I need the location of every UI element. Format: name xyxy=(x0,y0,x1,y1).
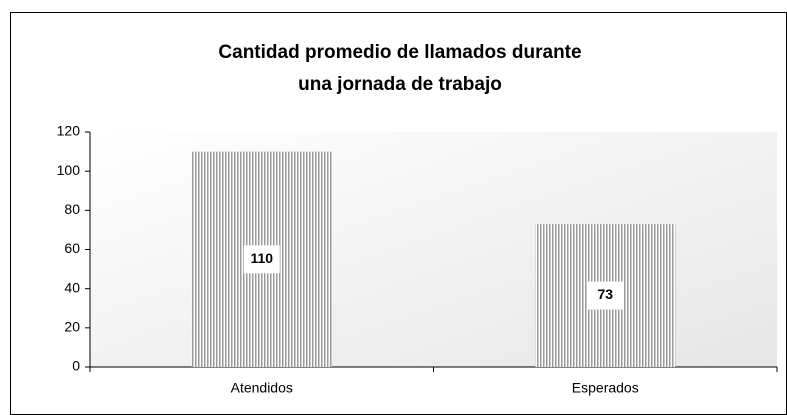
value-label-box xyxy=(243,245,280,274)
y-tick-label: 60 xyxy=(64,240,80,256)
y-tick-label: 100 xyxy=(57,162,81,178)
chart-title: una jornada de trabajo xyxy=(298,74,502,95)
y-tick-label: 0 xyxy=(72,358,80,374)
x-tick-label: Atendidos xyxy=(231,380,293,396)
x-tick-label: Esperados xyxy=(572,380,639,396)
y-tick-label: 120 xyxy=(57,123,81,139)
value-label: 73 xyxy=(597,286,613,302)
value-label-box xyxy=(587,281,624,310)
chart-title: Cantidad promedio de llamados durante xyxy=(218,42,581,63)
value-label: 110 xyxy=(250,250,273,266)
y-tick-label: 40 xyxy=(64,279,80,295)
y-tick-label: 80 xyxy=(64,201,80,217)
y-tick-label: 20 xyxy=(64,319,80,335)
